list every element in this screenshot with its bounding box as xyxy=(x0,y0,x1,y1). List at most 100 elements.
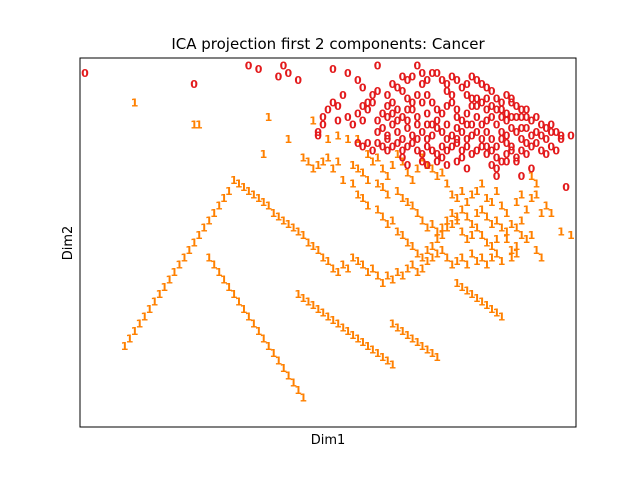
point-class-0: 0 xyxy=(408,130,416,143)
point-class-1: 1 xyxy=(463,233,471,246)
point-class-1: 1 xyxy=(289,222,297,235)
x-axis-label: Dim1 xyxy=(311,433,346,448)
point-class-0: 0 xyxy=(389,78,397,91)
point-class-1: 1 xyxy=(294,288,302,301)
point-class-1: 1 xyxy=(428,251,436,264)
point-class-0: 0 xyxy=(503,137,511,150)
point-class-0: 0 xyxy=(394,126,402,139)
point-class-1: 1 xyxy=(284,133,292,146)
point-class-0: 0 xyxy=(493,141,501,154)
point-class-1: 1 xyxy=(458,251,466,264)
point-class-1: 1 xyxy=(314,303,322,316)
point-class-0: 0 xyxy=(483,148,491,161)
point-class-1: 1 xyxy=(413,207,421,220)
point-class-1: 1 xyxy=(508,251,516,264)
point-class-1: 1 xyxy=(180,251,188,264)
point-class-0: 0 xyxy=(537,118,545,131)
point-class-1: 1 xyxy=(374,203,382,216)
point-class-1: 1 xyxy=(413,248,421,261)
point-class-0: 0 xyxy=(463,89,471,102)
point-class-0: 0 xyxy=(433,122,441,135)
point-class-1: 1 xyxy=(478,178,486,191)
point-class-1: 1 xyxy=(309,163,317,176)
point-class-1: 1 xyxy=(369,262,377,275)
point-class-0: 0 xyxy=(448,141,456,154)
point-class-1: 1 xyxy=(389,214,397,227)
point-class-1: 1 xyxy=(413,336,421,349)
point-class-1: 1 xyxy=(498,200,506,213)
point-class-1: 1 xyxy=(200,222,208,235)
point-class-1: 1 xyxy=(448,218,456,231)
point-class-0: 0 xyxy=(532,137,540,150)
point-class-1: 1 xyxy=(235,296,243,309)
point-class-0: 0 xyxy=(280,59,288,72)
point-class-1: 1 xyxy=(537,251,545,264)
point-class-0: 0 xyxy=(468,93,476,106)
point-class-1: 1 xyxy=(408,174,416,187)
point-class-0: 0 xyxy=(379,141,387,154)
point-class-1: 1 xyxy=(488,196,496,209)
point-class-0: 0 xyxy=(433,115,441,128)
point-class-1: 1 xyxy=(374,347,382,360)
point-class-1: 1 xyxy=(131,96,139,109)
point-class-0: 0 xyxy=(374,85,382,98)
point-class-1: 1 xyxy=(339,259,347,272)
point-class-0: 0 xyxy=(190,78,198,91)
point-class-0: 0 xyxy=(349,118,357,131)
point-class-0: 0 xyxy=(508,111,516,124)
point-class-0: 0 xyxy=(528,163,536,176)
point-class-1: 1 xyxy=(220,273,228,286)
point-class-1: 1 xyxy=(299,392,307,405)
point-class-0: 0 xyxy=(433,104,441,117)
point-class-1: 1 xyxy=(260,196,268,209)
point-class-0: 0 xyxy=(334,100,342,113)
point-class-0: 0 xyxy=(468,148,476,161)
point-class-0: 0 xyxy=(443,78,451,91)
point-class-0: 0 xyxy=(478,118,486,131)
point-class-0: 0 xyxy=(453,122,461,135)
point-class-1: 1 xyxy=(458,225,466,238)
point-class-0: 0 xyxy=(513,155,521,168)
point-class-0: 0 xyxy=(394,82,402,95)
point-class-1: 1 xyxy=(185,244,193,257)
point-class-1: 1 xyxy=(369,344,377,357)
point-class-1: 1 xyxy=(359,192,367,205)
point-class-0: 0 xyxy=(493,170,501,183)
point-class-1: 1 xyxy=(270,207,278,220)
point-class-1: 1 xyxy=(468,218,476,231)
point-class-0: 0 xyxy=(518,111,526,124)
point-class-1: 1 xyxy=(205,251,213,264)
point-class-0: 0 xyxy=(458,152,466,165)
point-class-0: 0 xyxy=(498,133,506,146)
point-class-0: 0 xyxy=(528,115,536,128)
point-class-1: 1 xyxy=(399,155,407,168)
point-class-1: 1 xyxy=(399,192,407,205)
point-class-1: 1 xyxy=(141,310,149,323)
point-class-0: 0 xyxy=(394,115,402,128)
point-class-0: 0 xyxy=(255,63,263,76)
point-class-1: 1 xyxy=(493,307,501,320)
point-class-1: 1 xyxy=(379,277,387,290)
point-class-0: 0 xyxy=(453,74,461,87)
point-class-1: 1 xyxy=(354,255,362,268)
point-class-1: 1 xyxy=(389,273,397,286)
point-class-1: 1 xyxy=(488,251,496,264)
point-class-0: 0 xyxy=(493,152,501,165)
point-class-1: 1 xyxy=(418,262,426,275)
point-class-0: 0 xyxy=(389,107,397,120)
point-class-0: 0 xyxy=(468,130,476,143)
point-class-0: 0 xyxy=(513,152,521,165)
point-class-1: 1 xyxy=(334,266,342,279)
point-class-0: 0 xyxy=(523,122,531,135)
point-class-1: 1 xyxy=(339,321,347,334)
point-class-0: 0 xyxy=(552,126,560,139)
point-class-0: 0 xyxy=(562,181,570,194)
point-class-0: 0 xyxy=(478,96,486,109)
point-class-0: 0 xyxy=(523,137,531,150)
point-class-0: 0 xyxy=(453,104,461,117)
point-class-0: 0 xyxy=(369,89,377,102)
point-class-0: 0 xyxy=(513,111,521,124)
point-class-0: 0 xyxy=(369,96,377,109)
point-class-1: 1 xyxy=(280,214,288,227)
point-class-1: 1 xyxy=(513,222,521,235)
